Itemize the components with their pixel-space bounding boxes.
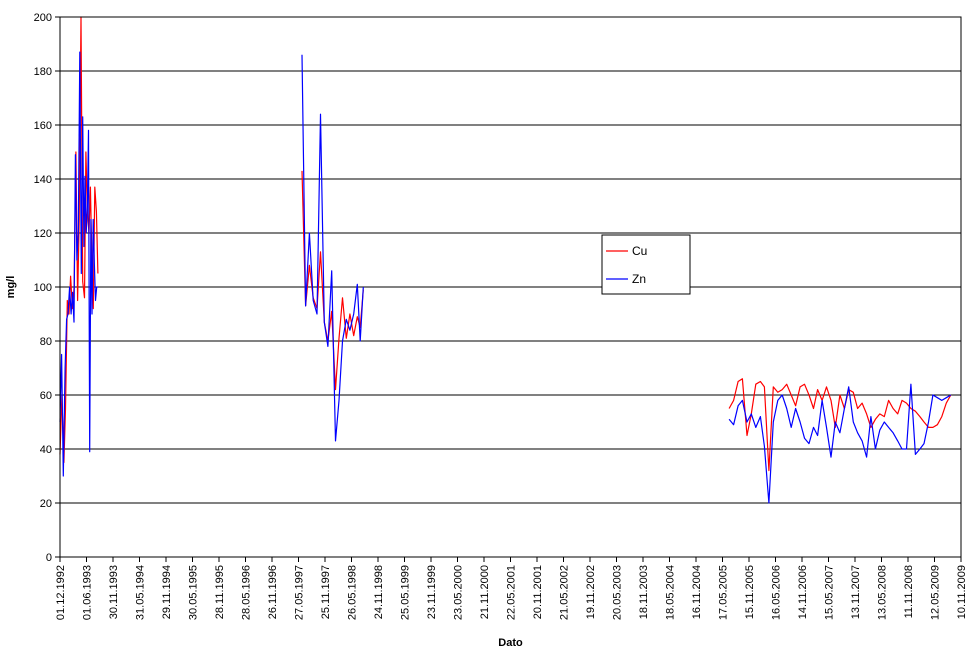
x-tick-label: 11.11.2008 <box>903 565 915 618</box>
x-tick-label: 16.05.2006 <box>771 565 783 620</box>
x-tick-label: 30.05.1995 <box>188 565 200 620</box>
y-tick-label: 100 <box>34 282 52 294</box>
series-zn-line <box>301 54 364 442</box>
series-zn-line <box>728 383 952 504</box>
x-tick-label: 01.06.1993 <box>82 565 94 620</box>
y-axis-ticks: 0 20 40 60 80 100 120 140 160 180 200 <box>34 12 60 564</box>
x-tick-label: 10.11.2009 <box>956 565 968 619</box>
x-tick-label: 17.05.2005 <box>718 565 730 620</box>
y-tick-label: 160 <box>34 120 52 132</box>
y-axis-title: mg/l <box>5 276 17 299</box>
y-tick-label: 180 <box>34 66 52 78</box>
y-tick-label: 80 <box>40 336 52 348</box>
y-tick-label: 20 <box>40 498 52 510</box>
x-tick-label: 29.11.1994 <box>161 565 173 619</box>
y-tick-label: 200 <box>34 12 52 24</box>
x-tick-label: 23.05.2000 <box>453 565 465 620</box>
x-tick-label: 20.11.2001 <box>532 565 544 619</box>
x-tick-label: 22.05.2001 <box>506 565 518 620</box>
x-tick-label: 15.05.2007 <box>824 565 836 620</box>
x-tick-label: 25.11.1997 <box>320 565 332 619</box>
x-tick-label: 26.05.1998 <box>347 565 359 620</box>
x-tick-label: 16.11.2004 <box>691 565 703 619</box>
y-tick-label: 140 <box>34 174 52 186</box>
x-tick-label: 26.11.1996 <box>267 565 279 619</box>
gridlines <box>60 16 961 558</box>
legend: Cu Zn <box>601 234 691 295</box>
x-tick-label: 18.05.2004 <box>665 565 677 620</box>
x-tick-label: 01.12.1992 <box>55 565 67 620</box>
x-tick-label: 21.11.2000 <box>479 565 491 619</box>
x-tick-label: 14.11.2006 <box>797 565 809 619</box>
x-tick-label: 12.05.2009 <box>930 565 942 620</box>
series-lines <box>59 16 952 504</box>
x-axis-title: Dato <box>498 637 523 649</box>
x-tick-label: 18.11.2003 <box>638 565 650 619</box>
x-tick-label: 23.11.1999 <box>426 565 438 619</box>
x-tick-label: 21.05.2002 <box>559 565 571 620</box>
x-tick-label: 25.05.1999 <box>400 565 412 620</box>
x-tick-label: 13.11.2007 <box>850 565 862 619</box>
x-tick-label: 27.05.1997 <box>294 565 306 620</box>
series-zn-line <box>59 51 98 477</box>
x-tick-label: 28.11.1995 <box>214 565 226 619</box>
x-tick-label: 24.11.1998 <box>373 565 385 619</box>
y-tick-label: 40 <box>40 444 52 456</box>
y-tick-label: 120 <box>34 228 52 240</box>
x-tick-label: 28.05.1996 <box>241 565 253 620</box>
legend-label-zn: Zn <box>632 272 646 286</box>
x-tick-label: 30.11.1993 <box>108 565 120 619</box>
x-tick-label: 13.05.2008 <box>877 565 889 620</box>
x-tick-label: 19.11.2002 <box>585 565 597 619</box>
y-tick-label: 60 <box>40 390 52 402</box>
x-tick-label: 31.05.1994 <box>135 565 147 620</box>
y-tick-label: 0 <box>46 552 52 564</box>
x-axis-ticks: 01.12.1992 01.06.1993 30.11.1993 31.05.1994… <box>55 557 968 620</box>
legend-label-cu: Cu <box>632 244 647 258</box>
legend-box <box>601 234 691 295</box>
series-cu-line <box>301 170 364 391</box>
series-cu-line <box>728 378 952 472</box>
x-tick-label: 20.05.2003 <box>612 565 624 620</box>
x-tick-label: 15.11.2005 <box>744 565 756 619</box>
